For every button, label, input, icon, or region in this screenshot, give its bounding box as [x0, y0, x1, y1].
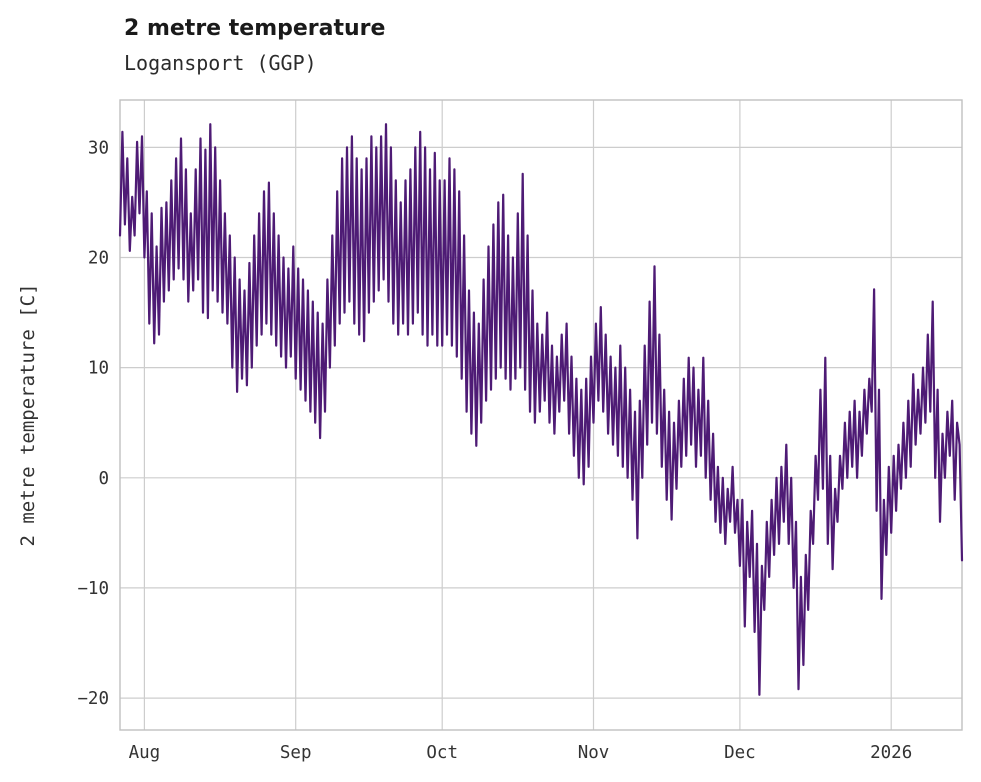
x-tick-label: Dec [724, 743, 756, 763]
chart-subtitle: Logansport (GGP) [124, 51, 317, 75]
y-axis-label: 2 metre temperature [C] [17, 283, 39, 547]
plot-border [119, 99, 963, 731]
x-tick-label: Aug [129, 743, 161, 763]
y-tick-label: 20 [88, 249, 109, 269]
x-tick-label: Nov [578, 743, 610, 763]
chart-title: 2 metre temperature [124, 16, 386, 41]
y-tick-label: −10 [77, 579, 109, 599]
x-tick-label: Oct [426, 743, 458, 763]
x-tick-label: 2026 [870, 743, 912, 763]
y-tick-label: 30 [88, 138, 109, 158]
y-tick-label: −20 [77, 689, 109, 709]
x-tick-label: Sep [280, 743, 312, 763]
temperature-line [118, 123, 964, 696]
y-tick-label: 0 [98, 469, 109, 489]
y-tick-label: 10 [88, 359, 109, 379]
